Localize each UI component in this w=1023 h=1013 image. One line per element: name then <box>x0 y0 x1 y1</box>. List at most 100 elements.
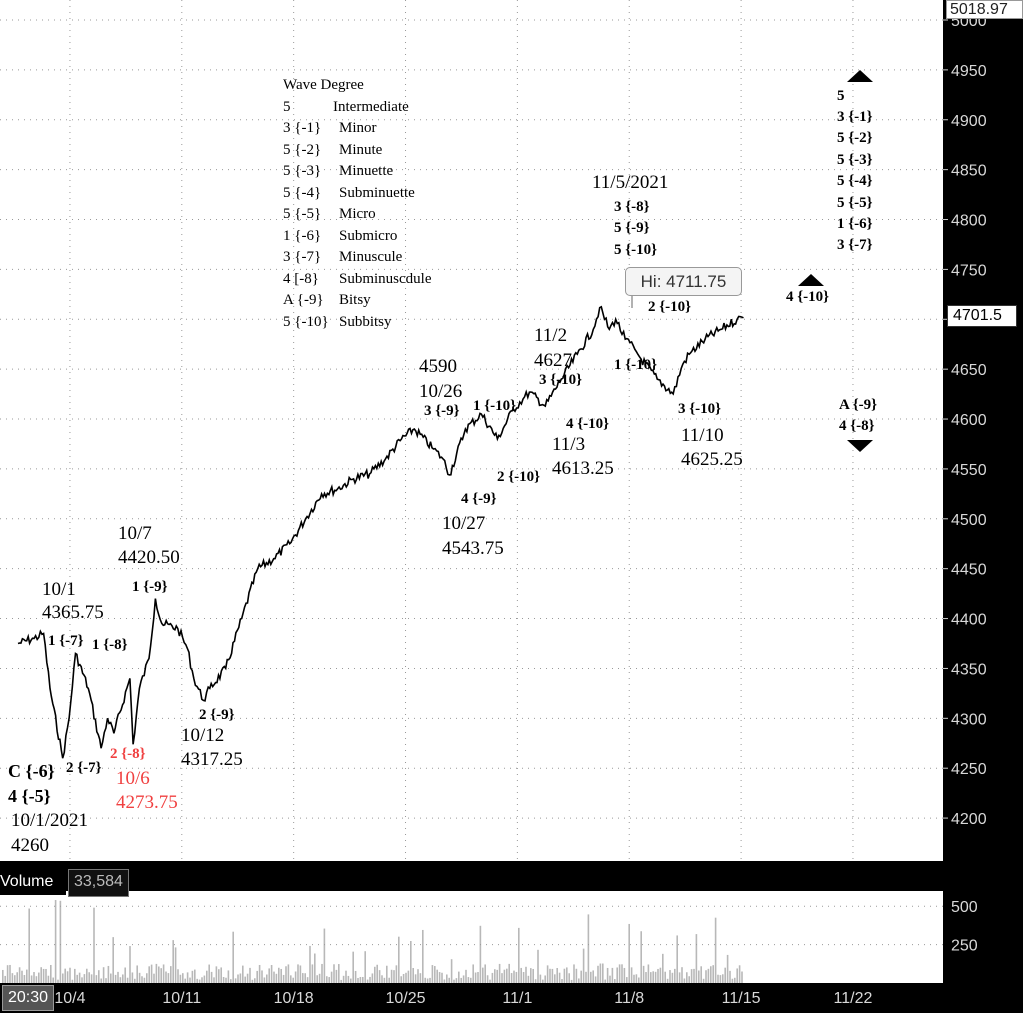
volume-bar <box>498 963 501 983</box>
volume-bar <box>542 979 544 983</box>
volume-bar <box>402 973 405 983</box>
volume-bar <box>189 977 191 983</box>
volume-bar <box>287 964 290 983</box>
x-tick-label: 11/22 <box>834 990 873 1007</box>
volume-bar <box>114 974 117 983</box>
volume-bar <box>6 965 9 983</box>
volume-bar <box>647 964 650 983</box>
volume-bar <box>652 971 654 983</box>
volume-bar <box>546 965 549 983</box>
volume-bar <box>316 975 318 983</box>
wave-label: 5 {-10} <box>614 242 658 258</box>
volume-bar <box>563 968 566 983</box>
volume-bar <box>657 968 659 983</box>
legend-code: 1 {-6} <box>283 227 322 244</box>
volume-bar <box>549 968 551 983</box>
volume-value: 33,584 <box>68 869 129 897</box>
volume-bar <box>395 965 398 983</box>
wave-label: 1 {-10} <box>614 357 658 373</box>
volume-bar <box>194 969 196 983</box>
volume-bar <box>158 966 160 983</box>
volume-bar <box>407 970 410 983</box>
volume-bar <box>616 967 618 983</box>
volume-bar <box>141 976 143 983</box>
volume-bar <box>98 970 100 983</box>
volume-axis-labels: 250 500 <box>951 899 978 954</box>
volume-bar <box>666 978 669 983</box>
volume-bar <box>695 934 698 983</box>
wave-label: 1 {-10} <box>473 398 517 414</box>
volume-bar <box>611 967 614 983</box>
volume-bar <box>2 969 4 983</box>
legend-title: Wave Degree <box>283 77 364 93</box>
volume-bar <box>501 973 503 983</box>
volume-bar <box>654 971 657 983</box>
volume-bar <box>374 966 376 983</box>
volume-bar <box>323 928 326 983</box>
volume-bar <box>239 973 242 983</box>
wave-label: 5 {-4} <box>837 173 873 189</box>
wave-label: 1 {-7} <box>48 633 84 649</box>
wave-label: A {-9} <box>839 397 878 413</box>
volume-bar <box>172 940 174 983</box>
volume-bar <box>412 967 414 983</box>
volume-bar <box>282 974 285 983</box>
legend-row: 5 {-5} Micro <box>283 204 432 226</box>
legend-row: 5 {-10} Subbitsy <box>283 312 432 334</box>
annotation-price: 4420.50 <box>118 547 180 568</box>
volume-bar <box>155 963 158 983</box>
volume-bar <box>220 967 222 983</box>
volume-bar <box>88 972 90 983</box>
volume-tick-label: 500 <box>951 899 978 916</box>
volume-bar <box>724 967 726 983</box>
wave-label: 2 {-10} <box>648 299 692 315</box>
time-axis-labels: 10/4 10/11 10/18 10/25 11/1 11/8 11/15 11/22 <box>54 990 872 1007</box>
volume-bar <box>268 968 270 983</box>
volume-bar <box>254 978 256 983</box>
volume-bar <box>266 974 268 983</box>
legend-row: 1 {-6} Submicro <box>283 226 432 248</box>
price-series-line <box>17 305 744 759</box>
volume-bar <box>167 973 170 983</box>
volume-bar <box>227 970 230 983</box>
volume-bar <box>328 977 330 983</box>
volume-bar <box>64 968 66 983</box>
volume-bar <box>734 977 736 983</box>
x-tick-label: 11/8 <box>614 990 644 1007</box>
volume-bar <box>465 969 467 983</box>
volume-bar <box>314 953 316 983</box>
volume-bar <box>35 976 38 983</box>
volume-bar <box>386 965 388 983</box>
volume-bar <box>738 965 741 983</box>
volume-bar <box>630 967 633 983</box>
wave-label: 4 {-5} <box>8 786 51 806</box>
annotation-price: 4273.75 <box>116 792 178 813</box>
volume-bar <box>285 966 287 983</box>
legend-degree: Submicro <box>339 227 398 244</box>
volume-bar <box>215 966 218 983</box>
volume-bar <box>57 979 59 983</box>
volume-bar <box>650 972 652 983</box>
volume-bar <box>628 923 630 983</box>
volume-bar <box>309 945 311 983</box>
volume-bar <box>45 968 47 983</box>
wave-label: 5 {-2} <box>837 130 873 146</box>
volume-bar <box>294 971 297 983</box>
volume-bar <box>321 963 323 983</box>
volume-bar <box>270 965 273 983</box>
volume-bar <box>515 971 518 983</box>
volume-bar <box>225 977 227 983</box>
volume-bar <box>510 973 513 983</box>
volume-bar <box>556 968 558 983</box>
annotation-date: 10/6 <box>116 768 150 789</box>
volume-bar <box>124 967 126 983</box>
volume-bar <box>570 979 573 983</box>
volume-bar <box>458 971 460 983</box>
volume-bar <box>474 972 477 983</box>
volume-bar <box>424 977 426 983</box>
y-tick-label: 4850 <box>951 163 987 180</box>
volume-bar <box>479 925 482 983</box>
annotation-date: 10/1 <box>42 579 76 600</box>
volume-bar <box>179 974 182 983</box>
